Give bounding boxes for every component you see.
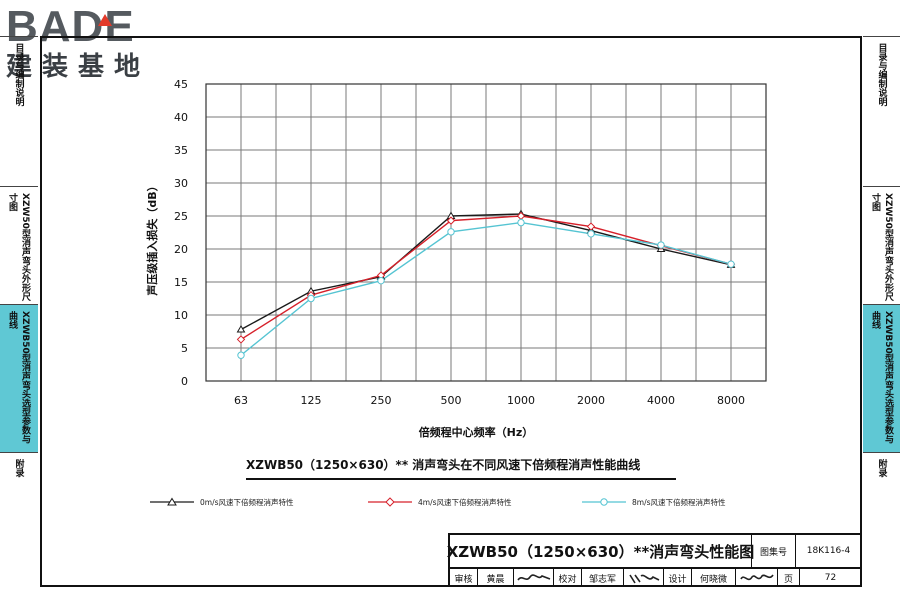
side-tab-contents[interactable]: 目录与编制说明 [863, 36, 900, 186]
x-axis-label: 倍频程中心频率（Hz） [419, 425, 534, 439]
design-label: 设计 [664, 569, 692, 587]
logo-accent-icon [98, 14, 112, 26]
check-signature [624, 569, 664, 587]
design-signature [736, 569, 778, 587]
y-tick-label: 10 [174, 309, 188, 322]
legend-item-0ms: 0m/s风速下倍频程消声特性 [150, 494, 294, 510]
x-tick-label: 500 [441, 394, 462, 407]
legend-label: 4m/s风速下倍频程消声特性 [418, 497, 512, 507]
check-name: 邹志军 [582, 569, 624, 587]
title-block: XZWB50（1250×630）**消声弯头性能图 图集号 18K116-4 审… [447, 533, 861, 587]
side-tab-appendix[interactable]: 附录 [0, 452, 38, 587]
x-tick-label: 125 [301, 394, 322, 407]
check-signature-mark [628, 574, 659, 584]
review-label: 审核 [450, 569, 478, 587]
side-tab-label: XZWB50型消声弯头选型参数与曲线 [7, 311, 30, 444]
noise-reduction-chart: 0 5 10 15 20 25 30 35 40 45 63 125 250 500 1000 2000 40… [145, 78, 767, 439]
check-label: 校对 [554, 569, 582, 587]
plot-frame [205, 83, 767, 382]
bade-logo: BADE 建装基地 [6, 4, 176, 86]
data-point-4ms [446, 216, 456, 225]
data-point-8ms [377, 276, 385, 285]
right-side-tabs: 目录与编制说明 XZW50型消声弯头外形尺寸图 XZWB50型消声弯头选型参数与… [863, 36, 900, 587]
legend-label: 0m/s风速下倍频程消声特性 [200, 497, 294, 507]
page-number: 72 [824, 573, 837, 583]
side-tab-selection-curves[interactable]: XZWB50型消声弯头选型参数与曲线 [0, 304, 38, 452]
y-tick-labels: 0 5 10 15 20 25 30 35 40 45 [174, 78, 188, 388]
logo-sub-text: 建装基地 [6, 52, 151, 82]
x-tick-label: 63 [234, 394, 248, 407]
data-point-8ms [237, 351, 245, 359]
data-point-8ms [447, 228, 455, 236]
side-tab-label: 附录 [876, 459, 887, 477]
x-tick-labels: 63 125 250 500 1000 2000 4000 8000 [234, 394, 745, 407]
atlas-number: 18K116-4 [796, 535, 861, 568]
legend-label: 8m/s风速下倍频程消声特性 [632, 497, 726, 507]
page-label: 页 [778, 569, 800, 587]
side-tab-dimension-drawing[interactable]: XZW50型消声弯头外形尺寸图 [0, 186, 38, 304]
title-block-divider [450, 568, 861, 569]
left-side-tabs: 目录与编制说明 XZW50型消声弯头外形尺寸图 XZWB50型消声弯头选型参数与… [0, 36, 38, 587]
atlas-label: 图集号 [752, 535, 796, 568]
data-point-8ms [517, 218, 525, 227]
side-tab-label: XZW50型消声弯头外形尺寸图 [7, 193, 30, 301]
figure-caption-text: XZWB50（1250×630）** 消声弯头在不同风速下倍频程消声性能曲线 [246, 458, 641, 472]
review-name: 黄晨 [478, 569, 514, 587]
review-signature-mark [516, 574, 550, 581]
x-tick-label: 4000 [647, 394, 675, 407]
series-line-0 [240, 213, 732, 331]
figure-caption: XZWB50（1250×630）** 消声弯头在不同风速下倍频程消声性能曲线 [246, 456, 676, 480]
side-tab-dimension-drawing[interactable]: XZW50型消声弯头外形尺寸图 [863, 186, 900, 304]
x-tick-label: 250 [371, 394, 392, 407]
y-tick-label: 30 [174, 177, 188, 190]
side-tab-label: XZWB50型消声弯头选型参数与曲线 [870, 311, 893, 444]
side-tab-selection-curves[interactable]: XZWB50型消声弯头选型参数与曲线 [863, 304, 900, 452]
y-tick-label: 35 [174, 144, 188, 157]
legend-item-4ms: 4m/s风速下倍频程消声特性 [368, 494, 512, 510]
y-tick-label: 40 [174, 111, 188, 124]
data-point-8ms [727, 260, 735, 268]
chart-series-markers [236, 209, 736, 359]
side-tab-label: XZW50型消声弯头外形尺寸图 [870, 193, 893, 301]
data-point-8ms [587, 230, 595, 238]
x-tick-label: 1000 [507, 394, 535, 407]
y-tick-label: 20 [174, 243, 188, 256]
logo-brand-text: BADE [6, 2, 135, 51]
legend-line-cyan [582, 498, 626, 506]
data-point-4ms [236, 335, 246, 344]
side-tab-label: 附录 [13, 459, 24, 477]
y-tick-label: 15 [174, 276, 188, 289]
legend-line-black [150, 497, 194, 506]
side-tab-label: 目录与编制说明 [13, 43, 24, 106]
y-tick-label: 25 [174, 210, 188, 223]
chart-series-lines [240, 213, 732, 356]
review-signature [514, 569, 554, 587]
side-tab-contents[interactable]: 目录与编制说明 [0, 36, 38, 186]
x-tick-label: 8000 [717, 394, 745, 407]
y-tick-label: 45 [174, 78, 188, 91]
side-tab-appendix[interactable]: 附录 [863, 452, 900, 587]
x-tick-label: 2000 [577, 394, 605, 407]
side-tab-label: 目录与编制说明 [876, 43, 887, 106]
y-tick-label: 0 [181, 375, 188, 388]
y-axis-label: 声压级插入损失（dB） [145, 180, 159, 296]
data-point-4ms [586, 222, 596, 231]
design-signature-mark [739, 574, 774, 581]
drawing-title: XZWB50（1250×630）**消声弯头性能图 [447, 535, 754, 568]
design-name: 何晓微 [692, 569, 736, 587]
legend-line-red [368, 497, 412, 507]
y-tick-label: 5 [181, 342, 188, 355]
series-line-2 [240, 221, 732, 356]
drawing-frame [40, 36, 862, 587]
data-point-0ms [236, 325, 246, 333]
legend-item-8ms: 8m/s风速下倍频程消声特性 [582, 494, 726, 510]
data-point-8ms [657, 241, 665, 249]
data-point-8ms [307, 294, 315, 303]
chart-grid [205, 83, 767, 382]
